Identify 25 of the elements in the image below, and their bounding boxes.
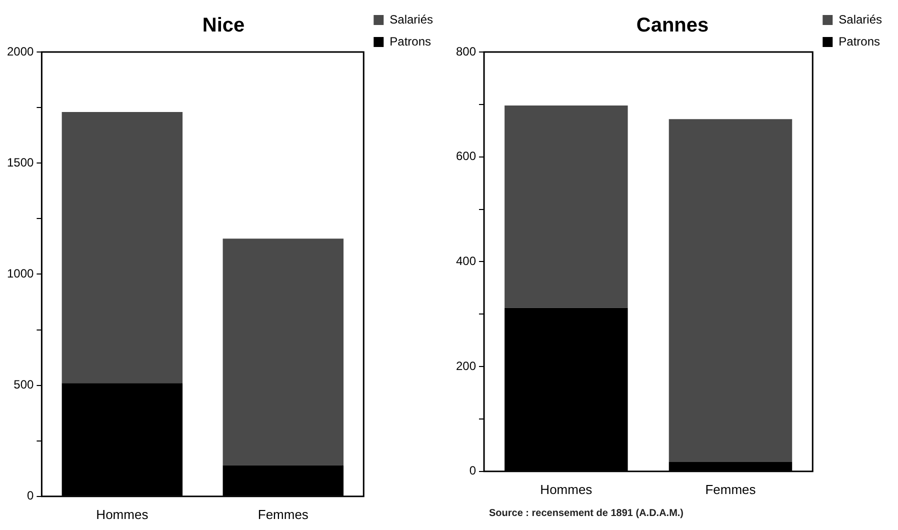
legend-label: Patrons — [390, 34, 432, 48]
y-tick-label: 1500 — [6, 155, 34, 170]
y-tick-label: 200 — [456, 358, 476, 373]
bar — [504, 105, 628, 308]
chart-title: Nice — [202, 14, 245, 37]
y-tick-label: 400 — [456, 254, 476, 268]
bar — [222, 238, 344, 466]
y-tick-label: 500 — [14, 378, 34, 392]
y-tick-label: 0 — [27, 488, 34, 503]
chart-title: Cannes — [636, 14, 709, 37]
source-note: Source : recensement de 1891 (A.D.A.M.) — [489, 508, 684, 519]
legend-label: Patrons — [838, 34, 880, 48]
x-tick-label: Femmes — [705, 482, 756, 497]
y-tick-label: 2000 — [6, 44, 34, 58]
y-tick-label: 600 — [456, 149, 476, 164]
legend-label: Salariés — [838, 12, 882, 26]
x-tick-label: Hommes — [96, 506, 149, 522]
x-tick-label: Hommes — [540, 482, 593, 497]
legend-label: Salariés — [390, 12, 434, 26]
y-tick-label: 0 — [469, 464, 476, 478]
y-tick-label: 800 — [456, 44, 476, 58]
y-tick-label: 1000 — [6, 266, 34, 281]
bar — [62, 112, 183, 384]
x-tick-label: Femmes — [258, 506, 309, 522]
bar — [668, 119, 792, 462]
